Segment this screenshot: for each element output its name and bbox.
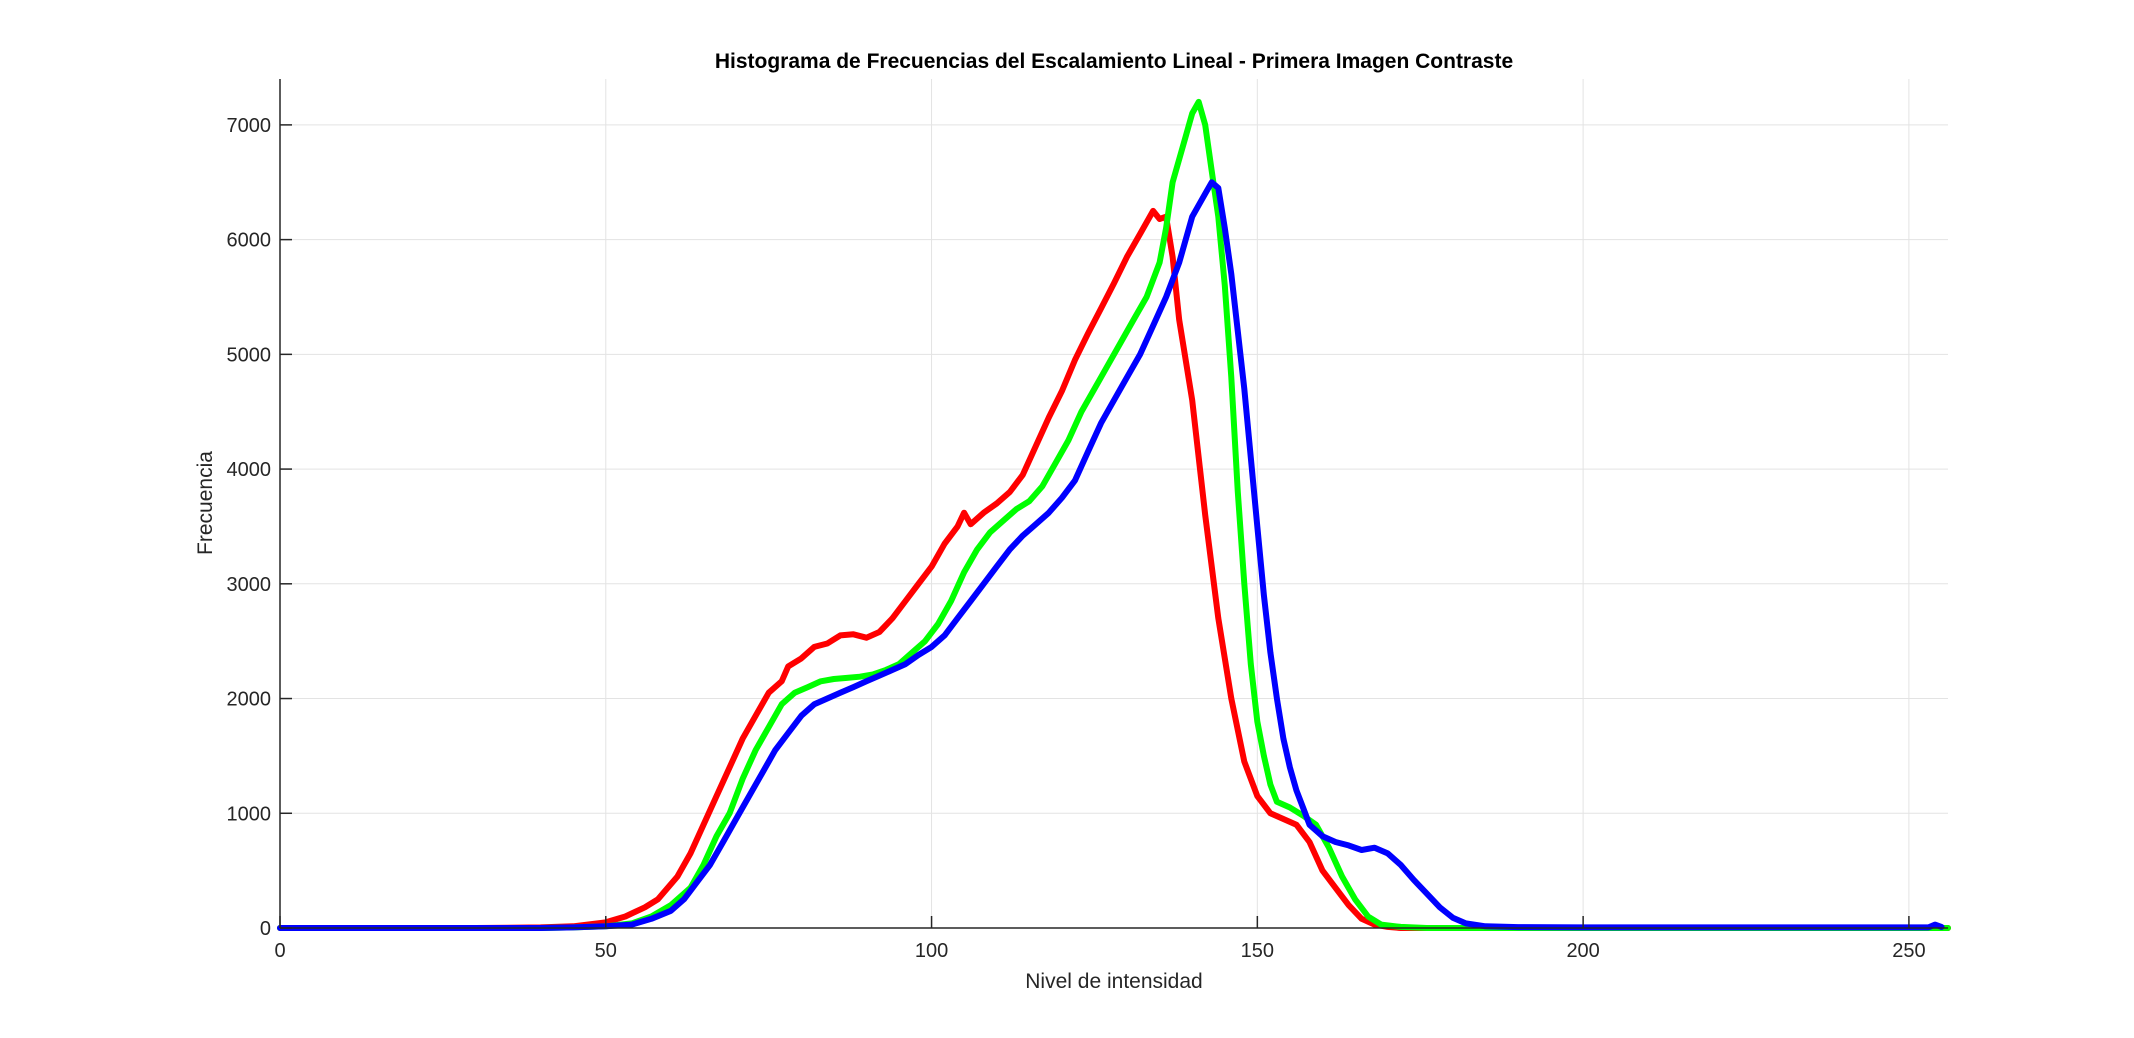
chart-title: Histograma de Frecuencias del Escalamien…	[715, 50, 1513, 73]
x-tick-label: 250	[1892, 940, 1925, 962]
x-tick-label: 200	[1566, 940, 1599, 962]
y-tick-label: 3000	[227, 574, 272, 596]
series-line-3	[277, 179, 1945, 931]
x-tick-label: 0	[274, 940, 285, 962]
y-tick-label: 4000	[227, 459, 272, 481]
y-tick-label: 2000	[227, 689, 272, 711]
series-line-1	[277, 207, 1951, 931]
x-tick-label: 100	[915, 940, 948, 962]
x-tick-label: 150	[1241, 940, 1274, 962]
y-axis-label: Frecuencia	[194, 451, 217, 555]
grid	[279, 79, 1948, 929]
y-tick-label: 1000	[227, 803, 272, 825]
y-tick-label: 7000	[227, 115, 272, 137]
y-tick-label: 6000	[227, 230, 272, 252]
plot-area	[280, 79, 1948, 928]
y-tick-label: 5000	[227, 344, 272, 366]
axes	[279, 79, 1948, 929]
series-lines	[277, 98, 1951, 931]
x-axis-label: Nivel de intensidad	[1025, 970, 1202, 993]
x-tick-label: 50	[595, 940, 617, 962]
tick-labels: 0 50 100 150 200 250 0 1000 2000 3000 4000 5000 6000…	[227, 115, 1926, 962]
series-line-2	[277, 98, 1951, 931]
y-tick-label: 0	[260, 918, 271, 940]
